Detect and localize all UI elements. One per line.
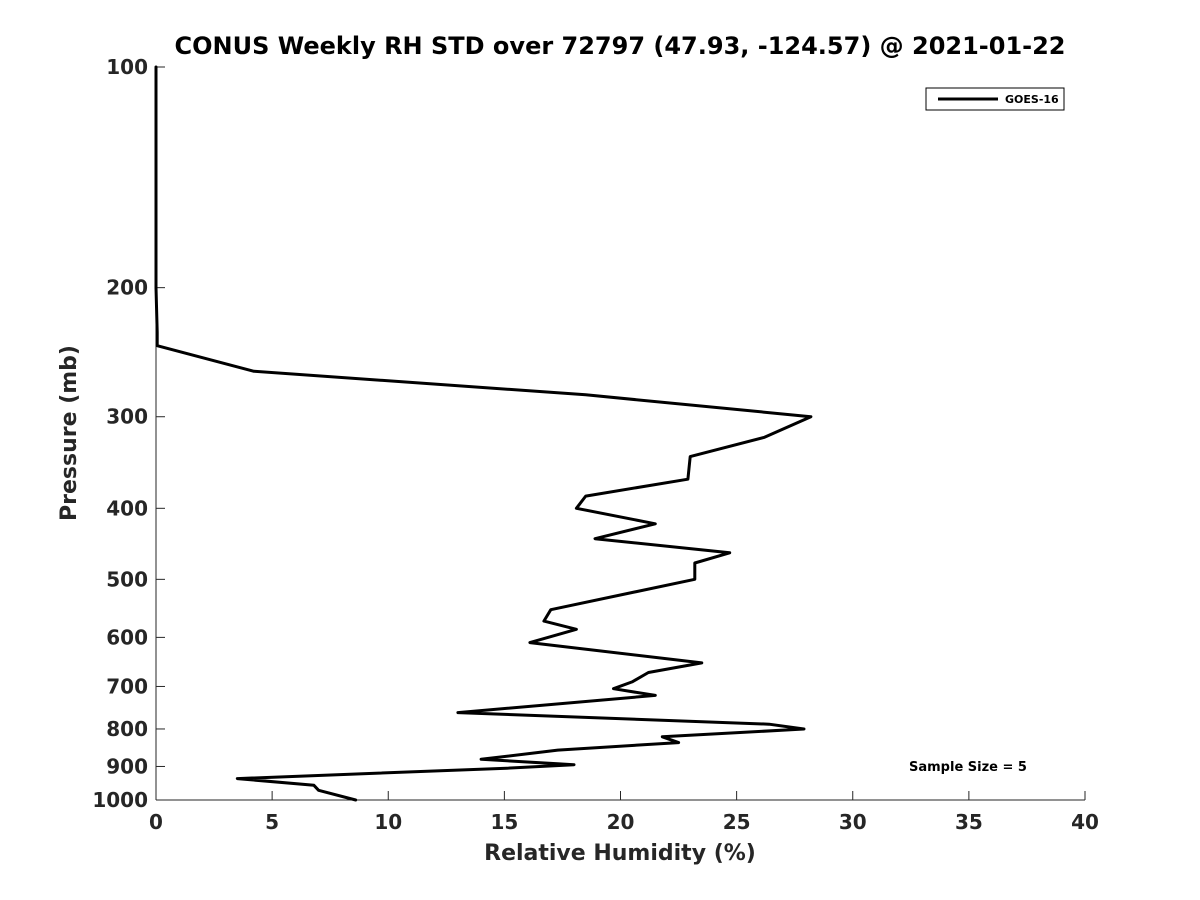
x-tick-label: 10 — [374, 810, 402, 834]
x-axis-label: Relative Humidity (%) — [484, 841, 756, 866]
x-tick-label: 20 — [607, 810, 635, 834]
chart-title: CONUS Weekly RH STD over 72797 (47.93, -… — [174, 32, 1065, 60]
y-axis-ticks: 100 200 300 400 500 600 700 800 900 1000 — [92, 55, 165, 812]
y-tick-label: 100 — [106, 55, 148, 79]
x-tick-label: 40 — [1071, 810, 1099, 834]
y-tick-label: 600 — [106, 625, 148, 649]
sample-size-annotation: Sample Size = 5 — [909, 760, 1027, 775]
y-tick-label: 500 — [106, 567, 148, 591]
y-tick-label: 800 — [106, 717, 148, 741]
y-tick-label: 700 — [106, 674, 148, 698]
y-tick-label: 400 — [106, 496, 148, 520]
y-axis-label: Pressure (mb) — [57, 345, 82, 521]
x-tick-label: 25 — [723, 810, 751, 834]
series-line-goes-16 — [154, 65, 813, 802]
x-tick-label: 0 — [149, 810, 163, 834]
y-tick-label: 1000 — [92, 788, 148, 812]
x-tick-label: 30 — [839, 810, 867, 834]
x-tick-label: 15 — [490, 810, 518, 834]
y-tick-label: 300 — [106, 405, 148, 429]
y-tick-label: 200 — [106, 276, 148, 300]
series-layer — [154, 65, 813, 802]
x-tick-label: 5 — [265, 810, 279, 834]
legend: GOES-16 — [925, 87, 1065, 111]
legend-entry-goes-16: GOES-16 — [1005, 93, 1059, 106]
y-tick-label: 900 — [106, 754, 148, 778]
x-axis-ticks: 0 5 10 15 20 25 30 35 40 — [149, 791, 1099, 834]
x-tick-label: 35 — [955, 810, 983, 834]
